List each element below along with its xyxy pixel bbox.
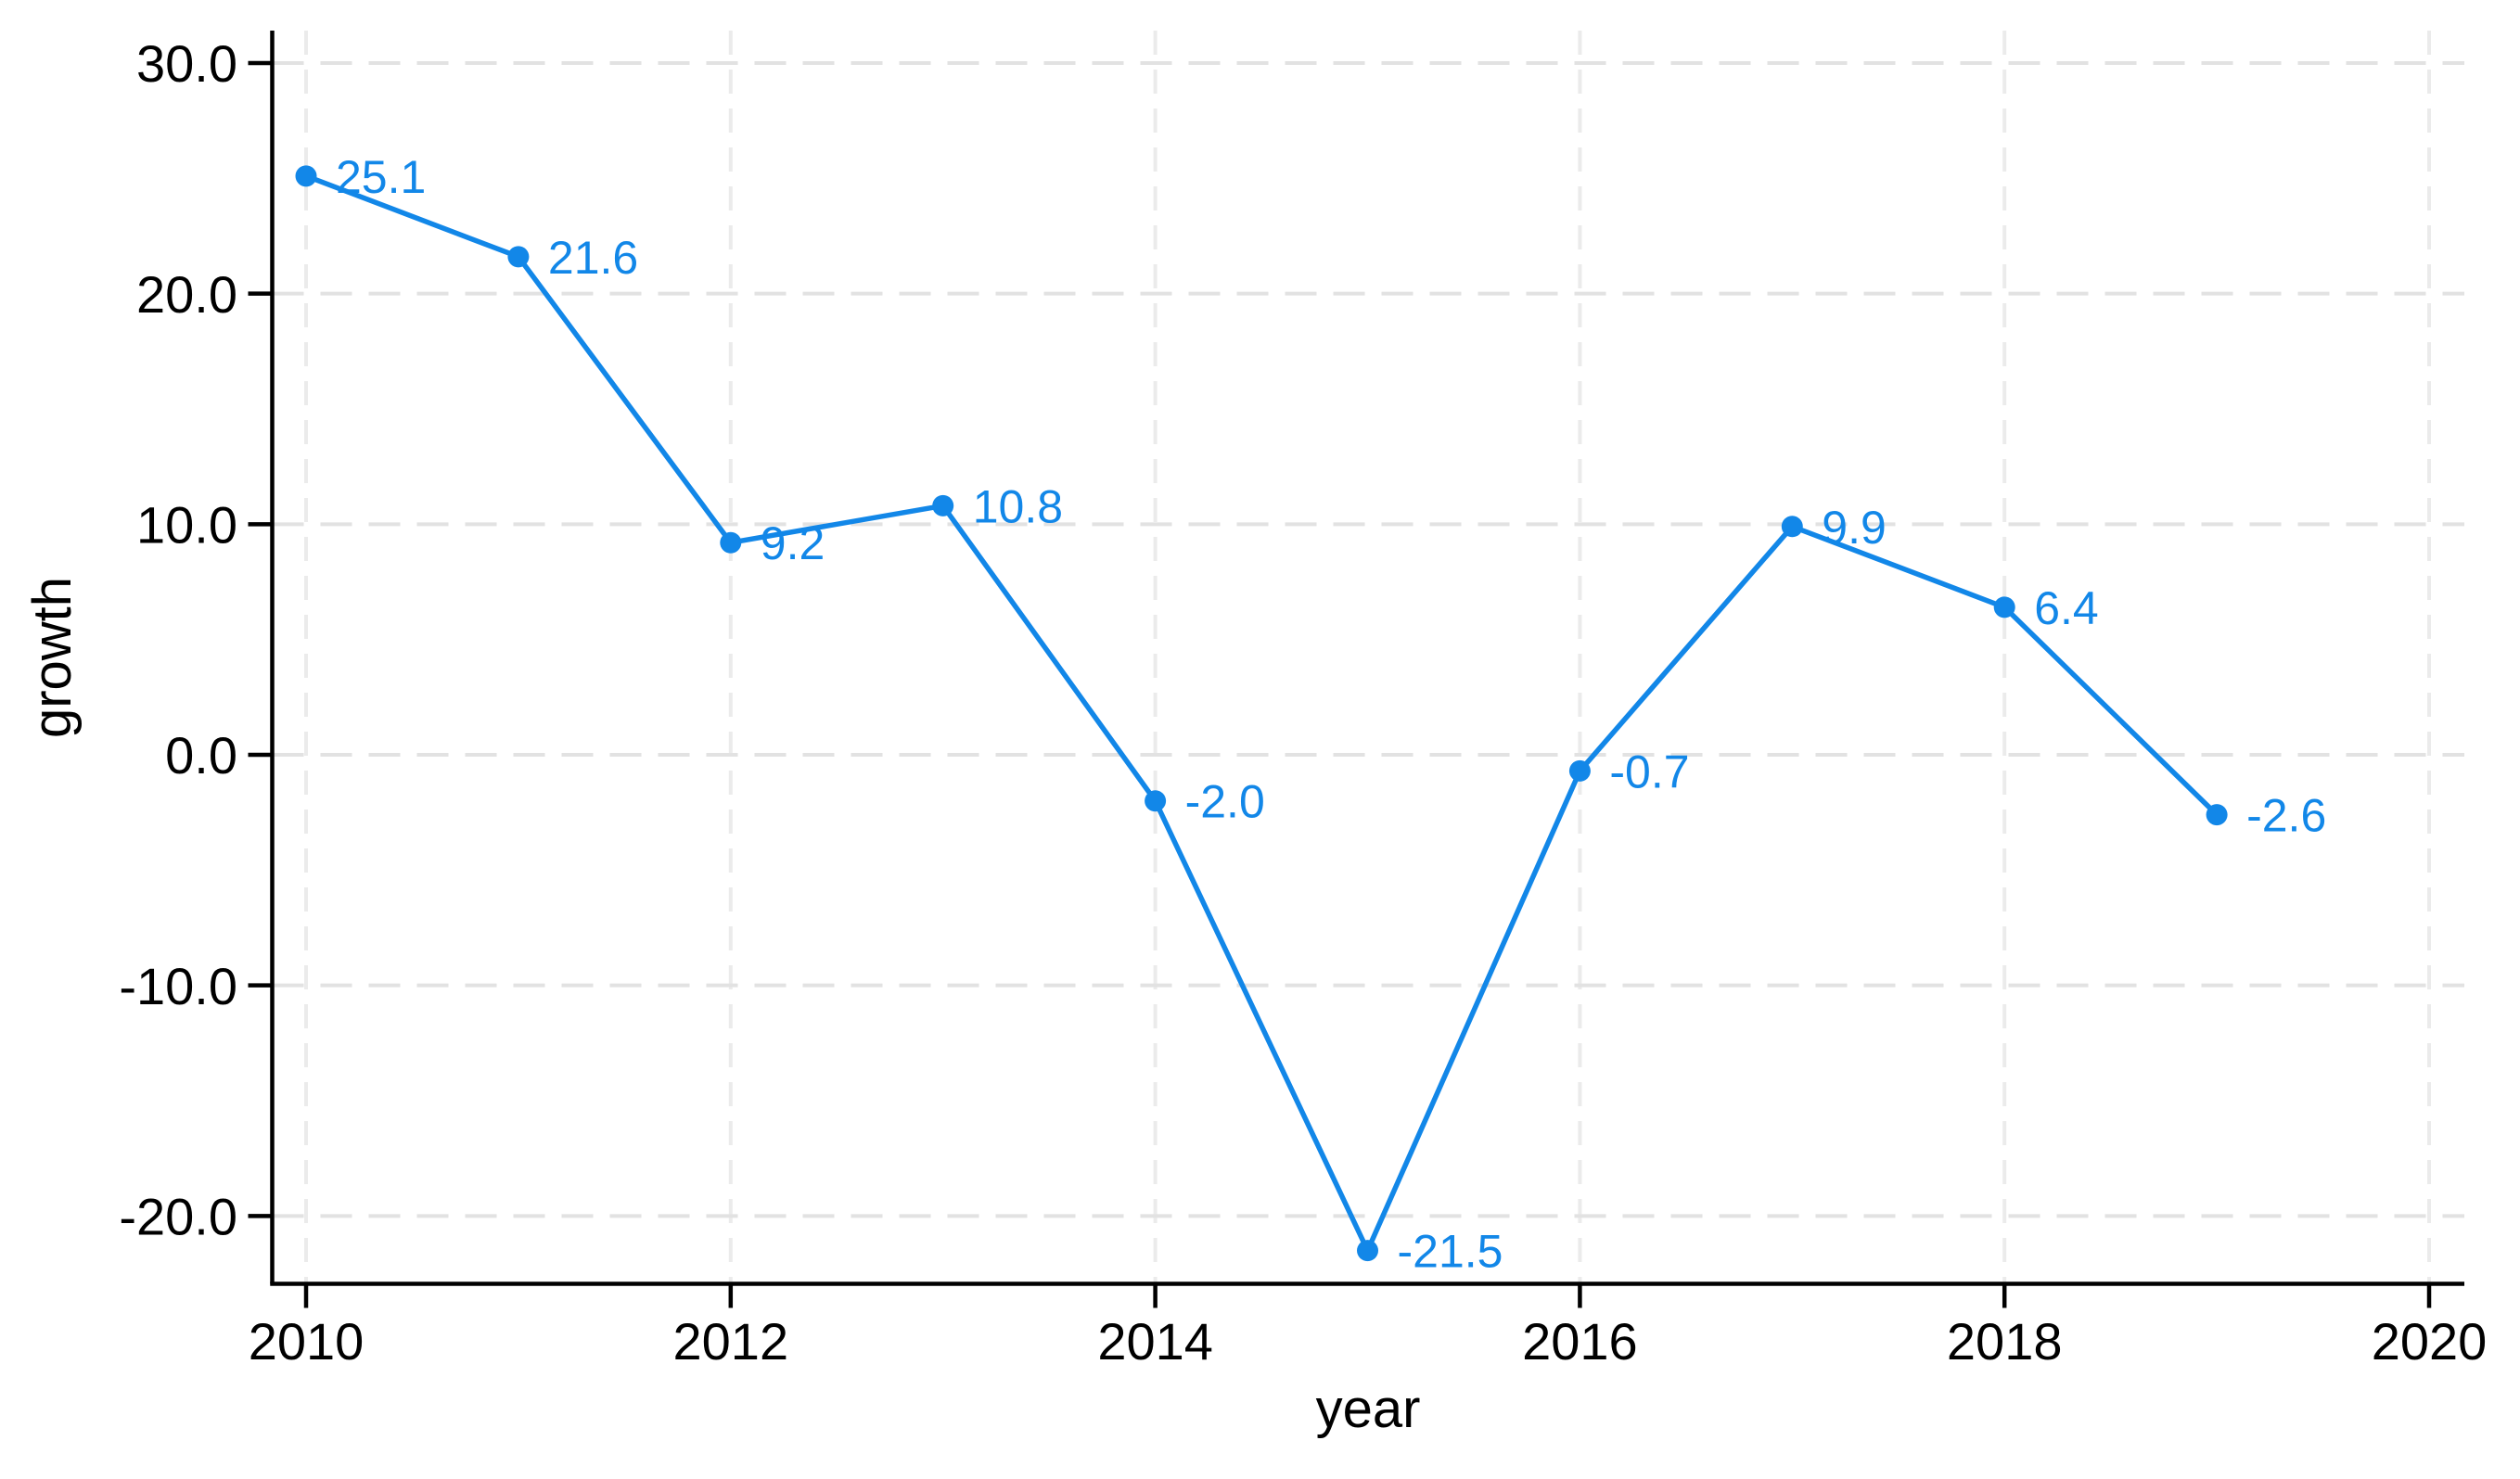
data-point-label-2016: -0.7 <box>1609 746 1689 797</box>
data-point-marker-2015 <box>1357 1240 1379 1262</box>
data-point-marker-2018 <box>1993 596 2015 618</box>
data-point-marker-2019 <box>2206 804 2228 826</box>
data-point-label-2012: 9.2 <box>761 517 825 569</box>
data-point-marker-2013 <box>932 494 954 516</box>
y-tick-label: 0.0 <box>165 726 237 784</box>
data-point-label-2010: 25.1 <box>336 151 426 203</box>
data-point-label-2019: -2.6 <box>2246 790 2326 842</box>
x-tick-label: 2010 <box>249 1312 365 1371</box>
x-tick-label: 2016 <box>1522 1312 1638 1371</box>
data-point-marker-2010 <box>295 165 317 187</box>
data-point-marker-2011 <box>507 246 530 268</box>
data-point-label-2013: 10.8 <box>973 480 1063 532</box>
x-axis-title: year <box>1315 1379 1421 1439</box>
x-tick-label: 2018 <box>1947 1312 2063 1371</box>
y-axis-title: growth <box>22 576 83 739</box>
series-line-growth <box>303 173 2219 1254</box>
y-tick-label: 30.0 <box>136 34 237 93</box>
data-point-marker-2016 <box>1568 759 1591 782</box>
data-point-label-2014: -2.0 <box>1185 776 1265 828</box>
data-point-label-2017: 9.9 <box>1822 502 1887 554</box>
data-point-marker-2012 <box>720 531 742 554</box>
y-tick-label: 20.0 <box>136 265 237 324</box>
x-tick-label: 2014 <box>1097 1312 1213 1371</box>
y-tick-label: -20.0 <box>119 1187 237 1245</box>
data-point-marker-2017 <box>1781 516 1803 538</box>
x-tick-label: 2020 <box>2372 1312 2488 1371</box>
x-tick-label: 2012 <box>673 1312 789 1371</box>
data-point-label-2011: 21.6 <box>548 232 638 284</box>
y-tick-label: -10.0 <box>119 957 237 1015</box>
y-tick-label: 10.0 <box>136 495 237 554</box>
data-point-marker-2014 <box>1145 790 1167 812</box>
data-point-label-2018: 6.4 <box>2034 582 2099 634</box>
data-point-label-2015: -21.5 <box>1398 1226 1503 1278</box>
